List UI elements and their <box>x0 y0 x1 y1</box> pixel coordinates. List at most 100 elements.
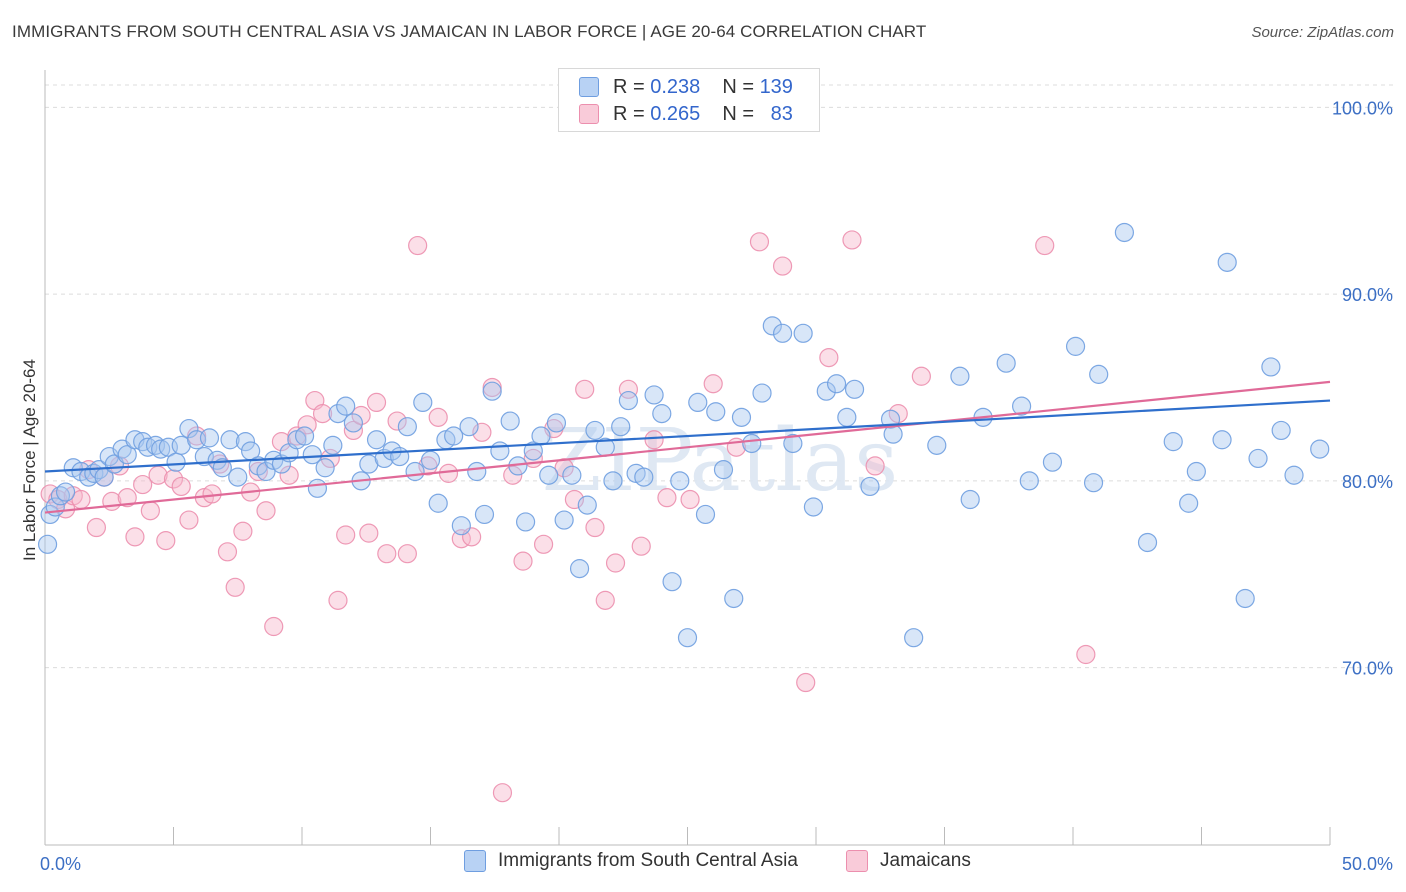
jamaicans-point <box>86 517 107 538</box>
south-central-asia-point <box>302 445 322 465</box>
jamaicans-point <box>575 379 595 399</box>
south-central-asia-point <box>112 439 132 459</box>
south-central-asia-point <box>467 461 487 482</box>
south-central-asia-point <box>1310 439 1330 459</box>
y-tick-label: 70.0% <box>1342 659 1393 679</box>
south-central-asia-point <box>328 404 348 424</box>
legend-n-value: 83 <box>770 102 793 125</box>
jamaicans-point <box>279 465 299 485</box>
legend-r-value: 0.238 <box>650 75 701 98</box>
y-tick-label: 80.0% <box>1342 472 1393 492</box>
jamaicans-point <box>618 379 638 399</box>
jamaicans-point <box>163 469 184 489</box>
south-central-asia-point <box>713 460 734 480</box>
jamaicans-point <box>117 488 137 508</box>
south-central-asia-point <box>927 435 947 455</box>
bottom-legend-swatch-pink <box>846 850 868 872</box>
jamaicans-point <box>312 404 333 424</box>
south-central-asia-point <box>826 374 847 394</box>
south-central-asia-point <box>904 628 924 648</box>
jamaicans-point <box>911 366 931 386</box>
jamaicans-point <box>171 476 191 497</box>
jamaicans-point <box>343 420 363 441</box>
south-central-asia-point <box>585 420 605 441</box>
south-central-asia-point <box>1284 465 1304 485</box>
south-central-asia-point <box>1163 432 1183 452</box>
south-central-asia-point <box>1261 357 1281 377</box>
legend-r-label: R = <box>613 75 645 98</box>
south-central-asia-point <box>844 379 865 399</box>
south-central-asia-point <box>611 417 631 437</box>
jamaicans-point <box>796 672 816 693</box>
legend-r-value: 0.265 <box>650 102 701 125</box>
jamaicans-point <box>842 230 862 250</box>
south-central-asia-point <box>500 411 520 431</box>
south-central-asia-point <box>816 381 836 401</box>
jamaicans-point <box>513 551 533 571</box>
source-label: Source: ZipAtlas.com <box>1251 24 1394 41</box>
legend-row-blue: R = 0.238 N = 139 <box>579 74 793 100</box>
bottom-legend-label-pink: Jamaicans <box>880 850 971 871</box>
south-central-asia-point <box>428 493 448 513</box>
jamaicans-point <box>749 232 770 252</box>
south-central-asia-point <box>55 482 76 502</box>
south-central-asia-point <box>166 452 186 472</box>
tick-labels: 70.0% 80.0% 90.0% 100.0% 0.0% 50.0% <box>40 98 1393 874</box>
south-central-asia-point <box>950 366 970 386</box>
south-central-asia-point <box>1065 336 1086 356</box>
jamaicans-point <box>359 523 379 543</box>
south-central-asia-point <box>1235 588 1255 609</box>
south-central-asia-point <box>1083 473 1104 493</box>
south-central-asia-point <box>199 428 220 448</box>
jamaicans-point <box>397 544 417 564</box>
jamaicans-point <box>387 411 407 431</box>
south-central-asia-point <box>523 441 543 461</box>
south-central-asia-point <box>960 489 980 510</box>
legend-row-pink: R = 0.265 N = 83 <box>579 101 793 127</box>
south-central-asia-point <box>695 504 716 525</box>
south-central-asia-point <box>731 407 752 427</box>
jamaicans-point <box>377 544 397 564</box>
jamaicans-point <box>772 256 793 276</box>
south-central-asia-point <box>688 392 708 413</box>
jamaicans-point <box>657 488 677 508</box>
legend-swatch-blue <box>579 77 599 97</box>
legend-box: R = 0.238 N = 139 R = 0.265 N = 83 <box>558 68 820 132</box>
south-central-asia-point <box>539 465 559 485</box>
south-central-asia-point <box>37 534 58 554</box>
south-central-asia-point <box>459 417 479 437</box>
jamaicans-point <box>366 392 387 413</box>
legend-n-label: N = <box>722 75 754 98</box>
jamaicans-point <box>179 510 199 530</box>
south-central-asia-point <box>50 486 71 506</box>
south-central-asia-point <box>1271 420 1291 441</box>
jamaicans-point <box>248 461 268 482</box>
south-central-asia-point <box>772 323 793 343</box>
south-central-asia-point <box>390 446 410 467</box>
jamaicans-point <box>819 347 839 368</box>
jamaicans-point <box>156 531 176 551</box>
jamaicans-point <box>703 374 723 394</box>
bottom-legend-pink: Jamaicans <box>846 850 971 872</box>
south-central-asia-point <box>562 465 582 485</box>
trend-lines <box>44 380 1331 514</box>
legend-r-label: R = <box>613 102 645 125</box>
jamaicans-point <box>644 430 664 450</box>
south-central-asia-point <box>420 450 441 470</box>
south-central-asia-point <box>644 385 664 405</box>
south-central-asia-point <box>1212 430 1232 450</box>
south-central-asia-point <box>474 504 495 525</box>
south-central-asia-point <box>783 433 803 454</box>
chart-title: IMMIGRANTS FROM SOUTH CENTRAL ASIA VS JA… <box>12 22 927 41</box>
legend-swatch-pink <box>579 104 599 124</box>
south-central-asia-point <box>603 471 623 491</box>
south-central-asia-point <box>706 402 726 422</box>
south-central-asia-point <box>1137 532 1158 553</box>
south-central-asia-point <box>117 445 137 465</box>
bottom-legend-swatch-blue <box>464 850 486 872</box>
south-central-asia-point <box>670 471 690 491</box>
jamaicans-point <box>1035 235 1055 256</box>
south-central-asia-point <box>1179 493 1199 513</box>
south-central-asia-point <box>793 323 813 343</box>
